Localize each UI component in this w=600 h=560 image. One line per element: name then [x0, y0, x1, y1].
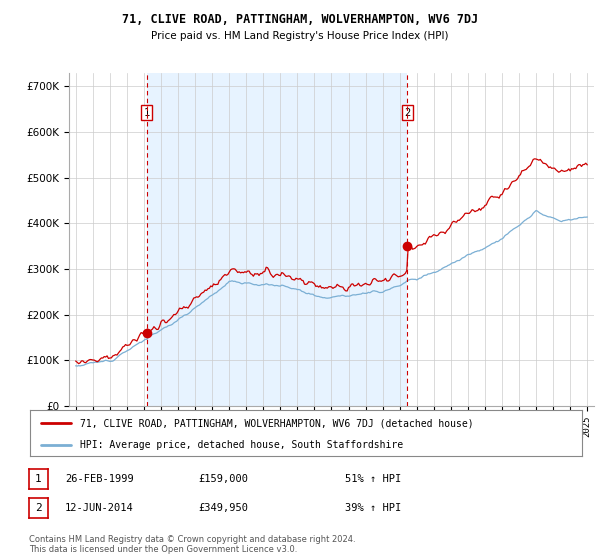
- Text: 1: 1: [35, 474, 42, 484]
- Text: 2: 2: [35, 503, 42, 513]
- Text: £159,000: £159,000: [198, 474, 248, 484]
- Text: 71, CLIVE ROAD, PATTINGHAM, WOLVERHAMPTON, WV6 7DJ (detached house): 71, CLIVE ROAD, PATTINGHAM, WOLVERHAMPTO…: [80, 418, 473, 428]
- Text: 1: 1: [143, 108, 149, 118]
- Text: 71, CLIVE ROAD, PATTINGHAM, WOLVERHAMPTON, WV6 7DJ: 71, CLIVE ROAD, PATTINGHAM, WOLVERHAMPTO…: [122, 13, 478, 26]
- Text: Contains HM Land Registry data © Crown copyright and database right 2024.
This d: Contains HM Land Registry data © Crown c…: [29, 535, 355, 554]
- Text: 12-JUN-2014: 12-JUN-2014: [65, 503, 134, 513]
- Text: HPI: Average price, detached house, South Staffordshire: HPI: Average price, detached house, Sout…: [80, 440, 403, 450]
- Bar: [146, 73, 407, 406]
- Text: £349,950: £349,950: [198, 503, 248, 513]
- Text: Price paid vs. HM Land Registry's House Price Index (HPI): Price paid vs. HM Land Registry's House …: [151, 31, 449, 41]
- Text: 39% ↑ HPI: 39% ↑ HPI: [345, 503, 401, 513]
- Text: 2: 2: [404, 108, 410, 118]
- Text: 26-FEB-1999: 26-FEB-1999: [65, 474, 134, 484]
- Text: 51% ↑ HPI: 51% ↑ HPI: [345, 474, 401, 484]
